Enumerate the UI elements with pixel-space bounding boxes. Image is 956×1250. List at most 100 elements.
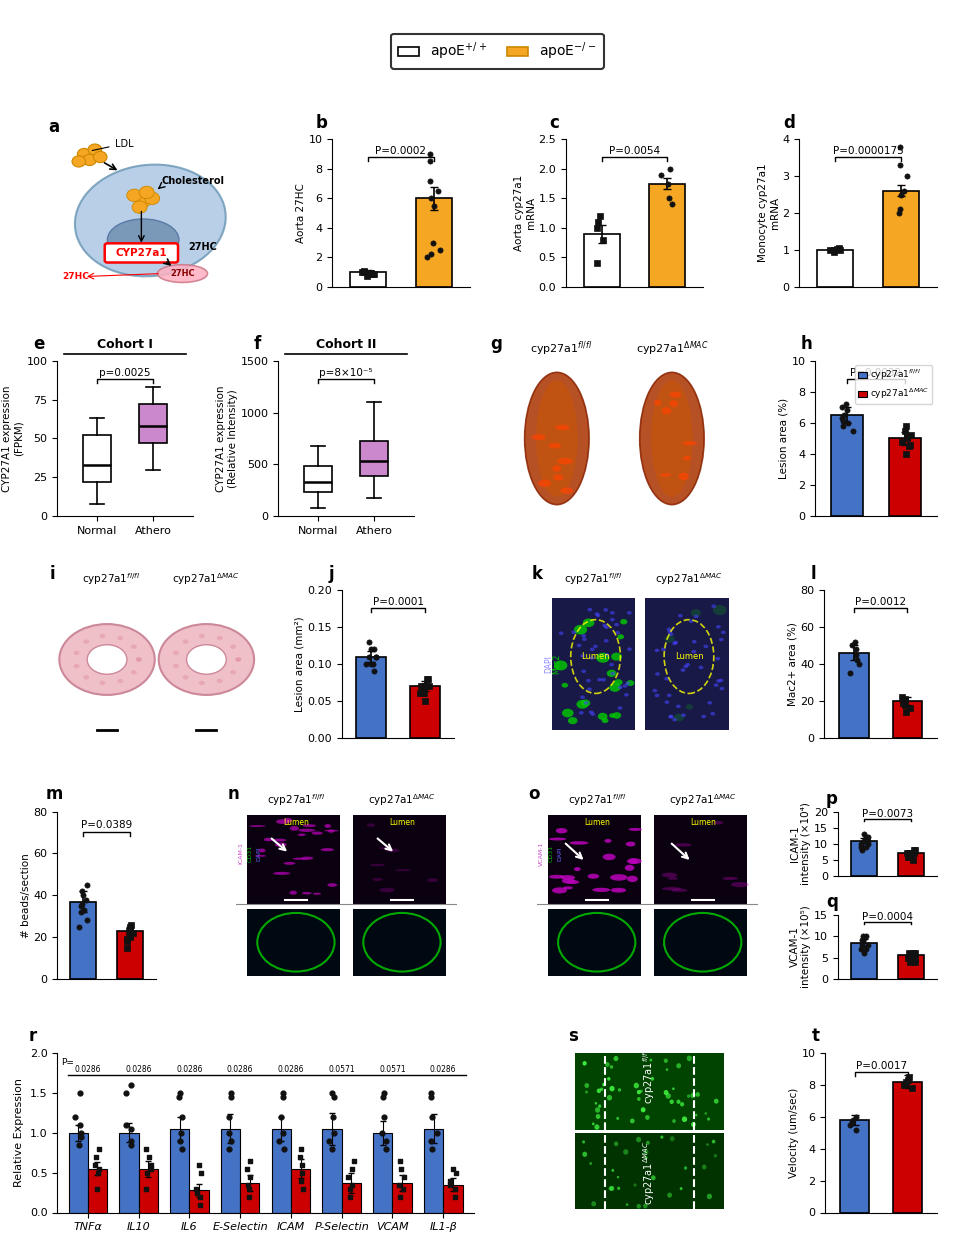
Point: [74, 1122, 89, 1142]
Point: [174, 1139, 189, 1159]
Point: [849, 645, 864, 665]
Text: 0.0286: 0.0286: [75, 1065, 101, 1075]
Circle shape: [706, 1194, 712, 1199]
Circle shape: [127, 189, 141, 201]
Circle shape: [672, 1088, 675, 1090]
Text: cyp27a1$^{ΔMAC}$: cyp27a1$^{ΔMAC}$: [636, 339, 708, 357]
Text: cyp27a1$^{fl/fl}$: cyp27a1$^{fl/fl}$: [568, 792, 626, 809]
Circle shape: [230, 645, 236, 649]
Circle shape: [716, 625, 721, 629]
Ellipse shape: [386, 849, 400, 853]
Point: [857, 824, 872, 844]
Circle shape: [627, 648, 632, 651]
Circle shape: [183, 640, 188, 644]
Point: [892, 200, 907, 220]
Circle shape: [132, 201, 147, 214]
Circle shape: [589, 1162, 592, 1165]
Text: Cohort I: Cohort I: [98, 339, 153, 351]
Point: [835, 411, 850, 431]
Point: [90, 1162, 105, 1182]
Point: [443, 1170, 458, 1190]
Circle shape: [582, 1061, 587, 1065]
PathPatch shape: [304, 466, 332, 492]
Circle shape: [655, 694, 660, 698]
Circle shape: [714, 684, 719, 688]
Bar: [649, 184, 685, 286]
Point: [122, 919, 138, 939]
Circle shape: [602, 1082, 605, 1086]
Circle shape: [609, 1186, 613, 1191]
Circle shape: [676, 705, 681, 707]
Circle shape: [634, 1082, 639, 1089]
Point: [905, 944, 921, 964]
Circle shape: [591, 1201, 596, 1206]
Point: [831, 238, 846, 258]
Y-axis label: # beads/section: # beads/section: [21, 853, 31, 938]
Point: [391, 1175, 406, 1195]
Point: [902, 846, 917, 866]
Point: [834, 409, 849, 429]
Point: [416, 684, 431, 704]
Y-axis label: VCAM-1
intensity (×10⁵): VCAM-1 intensity (×10⁵): [790, 905, 812, 989]
Bar: [882, 191, 919, 286]
Point: [275, 1082, 291, 1102]
Circle shape: [624, 693, 629, 696]
Ellipse shape: [604, 839, 612, 842]
Point: [172, 1131, 187, 1151]
Circle shape: [583, 619, 595, 628]
Point: [122, 916, 138, 936]
Ellipse shape: [312, 831, 323, 835]
Point: [79, 875, 95, 895]
Circle shape: [144, 192, 160, 205]
Ellipse shape: [667, 878, 678, 880]
Circle shape: [663, 1090, 668, 1095]
Bar: [248, 909, 340, 976]
Point: [839, 400, 855, 420]
Text: P=0.0032: P=0.0032: [851, 368, 902, 378]
Point: [79, 910, 95, 930]
Point: [344, 1175, 359, 1195]
Text: e: e: [33, 335, 44, 352]
Circle shape: [681, 714, 685, 717]
Circle shape: [620, 619, 627, 625]
Point: [848, 1106, 863, 1126]
Circle shape: [713, 605, 727, 615]
Y-axis label: CYP27A1 expression
(Relative Intensity): CYP27A1 expression (Relative Intensity): [216, 385, 238, 491]
Circle shape: [617, 1176, 619, 1179]
Point: [844, 635, 859, 655]
Ellipse shape: [574, 867, 580, 871]
Point: [122, 925, 138, 945]
Point: [241, 1186, 256, 1206]
Circle shape: [598, 712, 608, 720]
Text: P=0.0000175: P=0.0000175: [833, 146, 903, 156]
Bar: [354, 909, 446, 976]
Point: [172, 1082, 187, 1102]
Point: [897, 1075, 912, 1095]
Point: [413, 684, 428, 704]
Circle shape: [689, 620, 693, 622]
Circle shape: [646, 1141, 650, 1145]
Point: [272, 1131, 287, 1151]
Circle shape: [613, 712, 621, 719]
Point: [419, 676, 434, 696]
Bar: [576, 1052, 724, 1130]
Point: [858, 838, 874, 858]
Bar: [817, 250, 854, 286]
Point: [896, 693, 911, 712]
Point: [447, 1186, 463, 1206]
Circle shape: [595, 1124, 599, 1130]
Circle shape: [136, 195, 151, 208]
Bar: [576, 1132, 724, 1209]
Point: [857, 944, 872, 964]
Ellipse shape: [555, 425, 570, 430]
Circle shape: [664, 700, 669, 704]
Point: [902, 952, 917, 972]
Circle shape: [694, 615, 699, 619]
Text: P=0.0054: P=0.0054: [609, 146, 660, 156]
Ellipse shape: [629, 859, 638, 864]
Point: [892, 202, 907, 222]
Circle shape: [610, 671, 615, 675]
Circle shape: [702, 715, 706, 719]
Point: [376, 1086, 391, 1106]
Ellipse shape: [567, 880, 579, 884]
